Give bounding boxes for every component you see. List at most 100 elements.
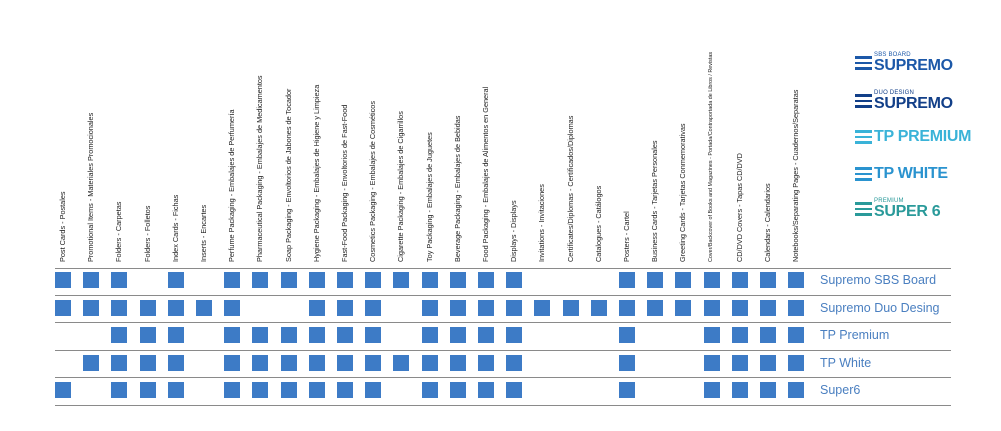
application-mark bbox=[421, 354, 438, 371]
application-mark bbox=[139, 354, 156, 371]
column-header: Inserts - Encartes bbox=[199, 204, 208, 262]
brand-subtitle: PREMIUM bbox=[874, 198, 904, 204]
column-header: Calendars - Calendarios bbox=[763, 183, 772, 262]
column-header: Food Packaging - Embalajes de Alimentos … bbox=[481, 86, 490, 262]
column-header: Catalogues - Catálogos bbox=[593, 185, 603, 262]
application-mark bbox=[449, 299, 466, 316]
matrix-row: Supremo Duo Desing bbox=[55, 296, 951, 323]
brand-subtitle: DUO DESIGN bbox=[874, 90, 915, 96]
application-mark bbox=[619, 299, 635, 316]
brand-logo: DUO DESIGN SUPREMO bbox=[855, 88, 953, 114]
logo-stripes-icon bbox=[855, 94, 872, 108]
application-mark bbox=[393, 354, 410, 371]
brand-name: SUPREMO bbox=[874, 57, 953, 74]
application-mark bbox=[760, 382, 776, 398]
application-mark bbox=[647, 299, 664, 316]
application-mark bbox=[478, 299, 494, 316]
application-mark bbox=[111, 272, 128, 288]
application-mark bbox=[760, 299, 776, 316]
application-mark bbox=[337, 272, 353, 288]
application-mark bbox=[703, 382, 720, 398]
application-mark bbox=[167, 382, 184, 398]
application-mark bbox=[308, 272, 325, 288]
column-header: Perfume Packaging - Embalajes de Perfume… bbox=[227, 109, 237, 263]
application-mark bbox=[421, 299, 438, 316]
application-mark bbox=[308, 382, 325, 398]
application-mark bbox=[590, 299, 607, 316]
matrix-row: Super6 bbox=[55, 378, 951, 406]
brand-name: SUPER 6 bbox=[874, 203, 941, 220]
application-mark bbox=[760, 354, 776, 371]
matrix-row: Supremo SBS Board bbox=[55, 268, 951, 296]
row-label: Supremo Duo Desing bbox=[820, 300, 940, 315]
column-headers: Post Cards - Postales Promotional Items -… bbox=[58, 51, 801, 263]
application-mark bbox=[619, 272, 635, 288]
brand-name: TP PREMIUM bbox=[874, 128, 972, 145]
application-mark bbox=[760, 272, 776, 288]
matrix-row: TP White bbox=[55, 351, 951, 378]
application-mark bbox=[365, 382, 382, 398]
row-divider bbox=[55, 322, 951, 323]
brand-subtitle: SBS BOARD bbox=[874, 52, 911, 58]
application-mark bbox=[731, 382, 748, 398]
application-mark bbox=[478, 382, 494, 398]
application-mark bbox=[224, 272, 241, 288]
column-header: Cigarette Packaging - Embalajes de Cigar… bbox=[396, 111, 406, 262]
application-mark bbox=[280, 382, 297, 398]
application-mark bbox=[111, 354, 128, 371]
column-header: Cover/Backcover of Books and Magazines -… bbox=[707, 51, 714, 262]
application-mark bbox=[731, 327, 748, 343]
application-mark bbox=[280, 272, 297, 288]
application-mark bbox=[55, 299, 71, 316]
application-mark bbox=[731, 299, 748, 316]
application-mark bbox=[421, 382, 438, 398]
application-mark bbox=[252, 272, 269, 288]
column-header: Posters - Cartel bbox=[622, 211, 631, 262]
application-mark bbox=[534, 299, 551, 316]
matrix-row: TP Premium bbox=[55, 323, 951, 351]
application-mark bbox=[167, 299, 184, 316]
application-mark bbox=[421, 272, 438, 288]
application-mark bbox=[252, 382, 269, 398]
application-mark bbox=[111, 382, 128, 398]
application-mark bbox=[337, 382, 353, 398]
application-mark bbox=[703, 299, 720, 316]
application-mark bbox=[252, 327, 269, 343]
application-mark bbox=[393, 272, 410, 288]
application-mark bbox=[703, 327, 720, 343]
application-mark bbox=[449, 272, 466, 288]
application-mark bbox=[224, 354, 241, 371]
column-header: Notebooks/Separating Pages - Cuadernos/S… bbox=[791, 89, 801, 262]
application-mark bbox=[506, 382, 523, 398]
logo-stripes-icon bbox=[855, 130, 872, 144]
brand-logo: PREMIUM SUPER 6 bbox=[855, 196, 941, 222]
column-header: Certificates/Diplomas - Certificados/Dip… bbox=[565, 115, 575, 262]
column-header: CD/DVD Covers - Tapas CD/DVD bbox=[734, 153, 744, 262]
application-mark bbox=[55, 382, 71, 398]
application-mark bbox=[365, 327, 382, 343]
application-mark bbox=[562, 299, 579, 316]
column-header: Fast-Food Packaging - Envoltorios de Fas… bbox=[340, 104, 349, 262]
application-mark bbox=[337, 354, 353, 371]
application-mark bbox=[703, 354, 720, 371]
application-mark bbox=[139, 299, 156, 316]
application-mark bbox=[365, 272, 382, 288]
application-mark bbox=[167, 272, 184, 288]
column-header: Index Cards - Fichas bbox=[170, 194, 180, 262]
application-mark bbox=[224, 327, 241, 343]
application-mark bbox=[788, 299, 805, 316]
application-mark bbox=[83, 354, 100, 371]
row-label: TP White bbox=[820, 355, 872, 370]
logo-stripes-icon bbox=[855, 167, 872, 181]
application-mark bbox=[788, 354, 805, 371]
application-mark bbox=[111, 327, 128, 343]
application-mark bbox=[139, 327, 156, 343]
application-mark bbox=[167, 354, 184, 371]
application-mark bbox=[224, 299, 241, 316]
application-mark bbox=[308, 354, 325, 371]
row-divider bbox=[55, 404, 951, 406]
application-mark bbox=[280, 327, 297, 343]
application-mark bbox=[196, 299, 212, 316]
logo-stripes-icon bbox=[855, 56, 872, 70]
application-mark bbox=[308, 327, 325, 343]
